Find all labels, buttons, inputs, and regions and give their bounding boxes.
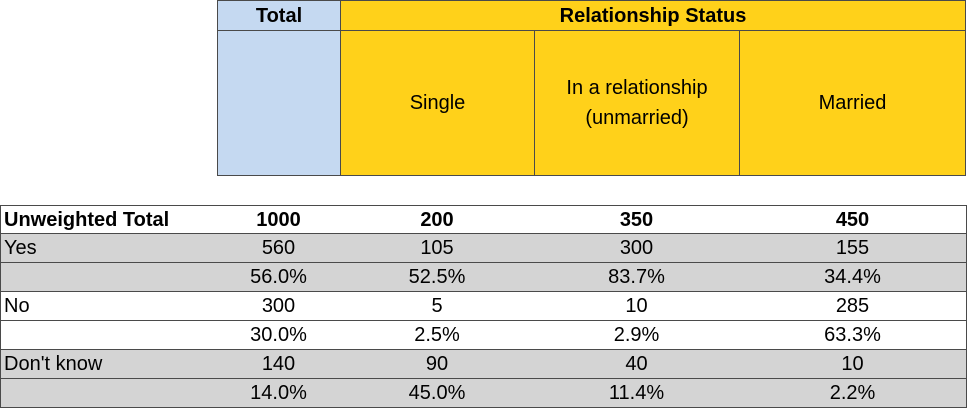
- cell-single: 2.5%: [340, 321, 535, 350]
- cell-in-relationship: 11.4%: [534, 379, 740, 408]
- column-header-in-relationship: In a relationship (unmarried): [534, 30, 740, 176]
- cell-in-relationship: 10: [534, 292, 740, 321]
- table-row-unweighted-total: Unweighted Total 1000 200 350 450: [0, 205, 967, 234]
- row-label: Yes: [0, 234, 218, 263]
- cell-single: 90: [340, 350, 535, 379]
- cell-total: 1000: [217, 205, 341, 234]
- cell-total: 30.0%: [217, 321, 341, 350]
- row-label: Unweighted Total: [0, 205, 218, 234]
- column-header-married-text: Married: [818, 92, 887, 114]
- row-label: No: [0, 292, 218, 321]
- row-label: [0, 379, 218, 408]
- relationship-status-header: Relationship Status: [340, 0, 966, 31]
- cell-single: 45.0%: [340, 379, 535, 408]
- cell-in-relationship: 300: [534, 234, 740, 263]
- cell-married: 450: [739, 205, 967, 234]
- row-label: [0, 263, 218, 292]
- total-header: Total: [217, 0, 341, 31]
- cell-married: 63.3%: [739, 321, 967, 350]
- cell-married: 34.4%: [739, 263, 967, 292]
- cell-single: 52.5%: [340, 263, 535, 292]
- table-row-yes-percent: 56.0% 52.5% 83.7% 34.4%: [0, 263, 967, 292]
- cell-total: 14.0%: [217, 379, 341, 408]
- table-row-no-percent: 30.0% 2.5% 2.9% 63.3%: [0, 321, 967, 350]
- table-row-yes-count: Yes 560 105 300 155: [0, 234, 967, 263]
- cell-in-relationship: 2.9%: [534, 321, 740, 350]
- cell-in-relationship: 40: [534, 350, 740, 379]
- column-header-in-relationship-text: In a relationship (unmarried): [566, 77, 708, 129]
- cell-total: 56.0%: [217, 263, 341, 292]
- cell-married: 2.2%: [739, 379, 967, 408]
- cell-single: 5: [340, 292, 535, 321]
- cell-in-relationship: 350: [534, 205, 740, 234]
- table-row-dont-know-count: Don't know 140 90 40 10: [0, 350, 967, 379]
- cell-single: 200: [340, 205, 535, 234]
- row-label: Don't know: [0, 350, 218, 379]
- cell-married: 10: [739, 350, 967, 379]
- cell-total: 560: [217, 234, 341, 263]
- column-header-single: Single: [340, 30, 535, 176]
- table-row-dont-know-percent: 14.0% 45.0% 11.4% 2.2%: [0, 379, 967, 408]
- cell-married: 285: [739, 292, 967, 321]
- cell-single: 105: [340, 234, 535, 263]
- cell-married: 155: [739, 234, 967, 263]
- row-label: [0, 321, 218, 350]
- cell-total: 140: [217, 350, 341, 379]
- column-header-married: Married: [739, 30, 966, 176]
- cell-total: 300: [217, 292, 341, 321]
- table-row-no-count: No 300 5 10 285: [0, 292, 967, 321]
- cell-in-relationship: 83.7%: [534, 263, 740, 292]
- column-header-single-text: Single: [409, 92, 466, 114]
- total-header-blank: [217, 30, 341, 176]
